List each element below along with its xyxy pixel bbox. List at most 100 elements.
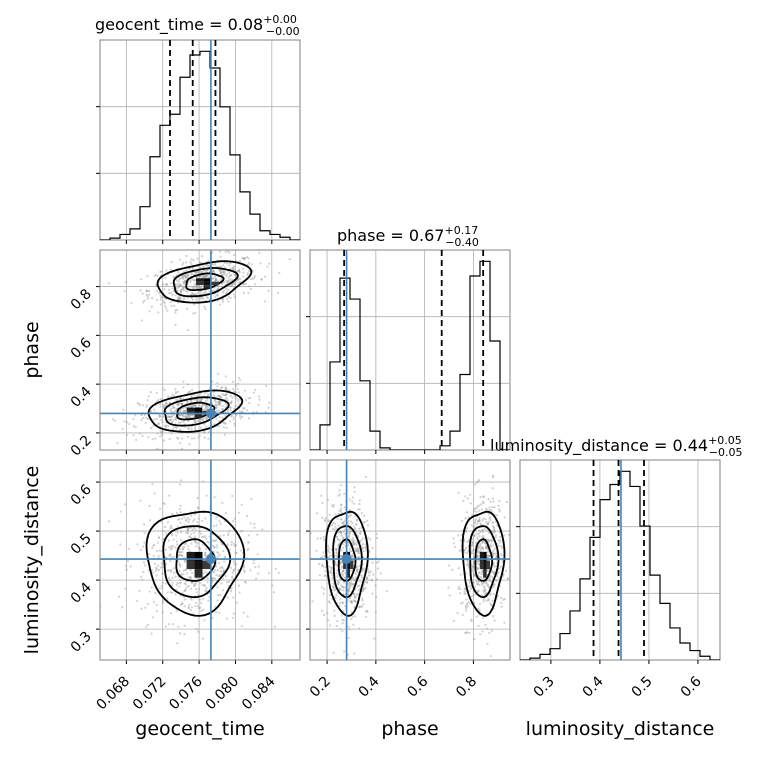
sample-point (212, 393, 215, 397)
sample-point (232, 418, 235, 421)
sample-point (202, 275, 205, 278)
sample-point (186, 527, 189, 531)
sample-point (481, 568, 484, 571)
sample-point (196, 257, 199, 260)
contour-level (468, 525, 500, 599)
sample-point (123, 420, 126, 423)
title-geocent-time: geocent_time = 0.08+0.00 −0.00 (95, 13, 300, 38)
sample-point (467, 564, 470, 567)
sample-point (477, 554, 480, 557)
sample-point (223, 280, 226, 284)
sample-point (490, 540, 493, 543)
sample-point (473, 524, 477, 527)
sample-point (151, 546, 154, 550)
sample-point (201, 536, 204, 539)
sample-point (191, 414, 194, 417)
sample-point (326, 498, 330, 501)
sample-point (468, 631, 471, 635)
sample-point (470, 570, 474, 573)
sample-point (355, 549, 358, 552)
sample-point (148, 310, 151, 313)
sample-point (229, 284, 233, 288)
sample-point (154, 591, 157, 594)
sample-point (153, 543, 156, 547)
sample-point (476, 583, 479, 586)
sample-point (337, 538, 340, 541)
sample-point (472, 594, 475, 597)
sample-point (132, 417, 135, 421)
sample-point (140, 278, 143, 281)
sample-point (354, 527, 357, 530)
sample-point (490, 629, 494, 632)
sample-point (495, 579, 498, 582)
sample-point (360, 605, 363, 608)
sample-point (324, 574, 328, 577)
sample-point (177, 518, 180, 521)
sample-point (242, 569, 245, 572)
sample-point (343, 523, 346, 526)
sample-point (476, 520, 480, 523)
sample-point (505, 500, 509, 504)
sample-point (194, 541, 197, 544)
sample-point (163, 502, 166, 506)
sample-point (190, 262, 193, 266)
sample-point (189, 576, 192, 579)
sample-point (194, 421, 197, 424)
sample-point (350, 555, 353, 558)
sample-point (158, 415, 161, 418)
sample-point (171, 623, 174, 626)
sample-point (470, 550, 473, 553)
sample-point (175, 403, 178, 406)
sample-point (182, 286, 185, 289)
sample-point (335, 572, 338, 575)
density-cell (486, 560, 490, 570)
sample-point (202, 409, 205, 412)
sample-point (211, 269, 215, 272)
sample-point (228, 264, 231, 267)
sample-point (230, 540, 233, 543)
sample-point (481, 540, 484, 544)
sample-point (340, 584, 343, 587)
sample-point (358, 532, 361, 535)
sample-point (199, 582, 202, 585)
sample-point (219, 271, 222, 274)
sample-point (376, 567, 380, 570)
sample-point (260, 278, 263, 281)
sample-point (466, 602, 469, 605)
sample-point (192, 531, 196, 535)
sample-point (161, 430, 164, 433)
sample-point (469, 502, 472, 505)
histogram-panel-phase (306, 249, 511, 454)
sample-point (185, 415, 188, 418)
sample-point (493, 530, 497, 533)
sample-point (215, 565, 218, 568)
sample-point (257, 403, 260, 406)
sample-point (485, 546, 488, 549)
sample-point (465, 563, 469, 567)
sample-point (257, 395, 261, 398)
sample-point (143, 531, 146, 535)
sample-point (473, 535, 476, 538)
sample-point (347, 584, 350, 587)
sample-point (195, 398, 198, 401)
sample-point (221, 271, 224, 274)
sample-point (231, 575, 234, 579)
sample-point (180, 554, 184, 557)
sample-point (216, 550, 219, 554)
sample-point (227, 279, 230, 282)
sample-point (354, 588, 357, 591)
sample-point (253, 276, 256, 279)
sample-point (339, 530, 342, 534)
sample-point (348, 587, 351, 590)
sample-point (459, 539, 462, 542)
sample-point (97, 495, 99, 497)
sample-point (176, 296, 179, 299)
density-panel-luminosity-distance-vs-phase: 0.2 0.4 0.6 0.8 (306, 459, 511, 701)
sample-point (342, 586, 345, 589)
sample-point (185, 307, 189, 310)
sample-point (466, 559, 470, 563)
sample-point (170, 260, 173, 263)
sample-point (361, 537, 365, 540)
sample-point (171, 407, 174, 410)
sample-point (476, 590, 479, 593)
